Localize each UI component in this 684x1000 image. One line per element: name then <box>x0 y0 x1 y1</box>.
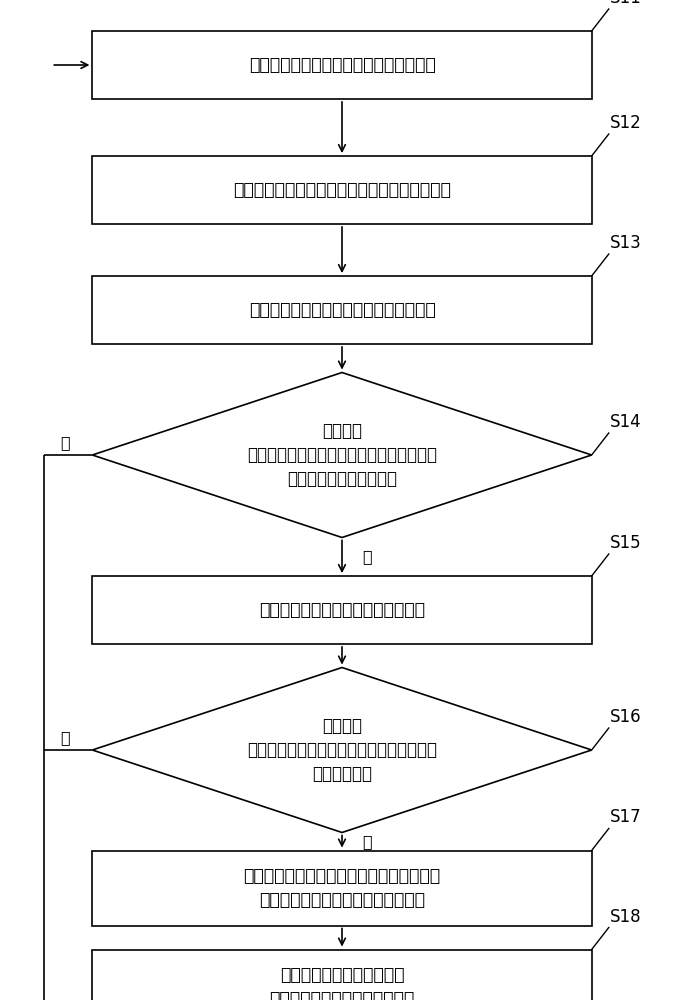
Text: 将所述目标待处理任务量对应的待处理任务
分配给所述目标空闲时间对应的线程: 将所述目标待处理任务量对应的待处理任务 分配给所述目标空闲时间对应的线程 <box>244 867 440 909</box>
Text: 是: 是 <box>363 549 372 564</box>
Text: 获取系统当前运行的应用程序的进程信息: 获取系统当前运行的应用程序的进程信息 <box>248 56 436 74</box>
Text: S16: S16 <box>610 708 642 726</box>
Text: S17: S17 <box>610 808 642 826</box>
Polygon shape <box>92 372 592 538</box>
Text: S15: S15 <box>610 534 642 552</box>
Text: S18: S18 <box>610 908 642 926</box>
Text: 建立新的线程执行所述目标
待处理任务量对应的待处理任务: 建立新的线程执行所述目标 待处理任务量对应的待处理任务 <box>269 966 415 1000</box>
Text: S12: S12 <box>610 114 642 132</box>
Bar <box>92 31 592 99</box>
Polygon shape <box>92 668 592 832</box>
Bar <box>92 850 592 926</box>
Text: 获取处于空闲状态的线程的空闲时间: 获取处于空闲状态的线程的空闲时间 <box>259 601 425 619</box>
Bar <box>92 156 592 224</box>
Text: 根据所述进程信息获取每个线程当前所处的状态: 根据所述进程信息获取每个线程当前所处的状态 <box>233 181 451 199</box>
Text: 否: 否 <box>60 730 70 745</box>
Text: 获取处于繁忙状态的线程的待处理任务量: 获取处于繁忙状态的线程的待处理任务量 <box>248 301 436 319</box>
Text: 否: 否 <box>60 435 70 450</box>
Text: S13: S13 <box>610 234 642 252</box>
Bar <box>92 276 592 344</box>
Text: S14: S14 <box>610 413 642 431</box>
Bar <box>92 950 592 1000</box>
Text: S11: S11 <box>610 0 642 7</box>
Text: 判断所有
所述待处理任务量中是否有大于预设任务量
阈值的目标待处理任务量: 判断所有 所述待处理任务量中是否有大于预设任务量 阈值的目标待处理任务量 <box>247 422 437 488</box>
Text: 是: 是 <box>363 834 372 849</box>
Text: 判断所有
所述空闲时间中是否有大于预设时间阈值的
目标空闲时间: 判断所有 所述空闲时间中是否有大于预设时间阈值的 目标空闲时间 <box>247 717 437 783</box>
Bar <box>92 576 592 644</box>
